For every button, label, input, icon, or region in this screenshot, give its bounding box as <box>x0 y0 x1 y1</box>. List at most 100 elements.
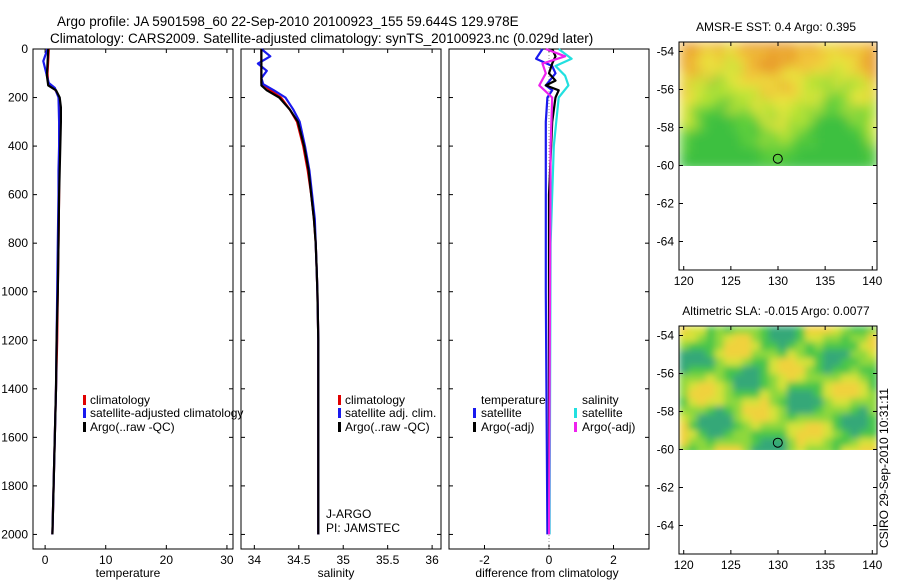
map-cell <box>751 146 761 155</box>
legend-swatch-climatology <box>83 395 86 405</box>
map-cell <box>841 66 851 75</box>
map-cell <box>778 430 788 439</box>
map-cell <box>850 430 860 439</box>
map-cell <box>706 66 716 75</box>
map-cell <box>805 122 815 131</box>
map-cell <box>679 350 689 359</box>
map-cell <box>832 326 842 335</box>
map-cell <box>724 154 734 163</box>
map-cell <box>796 82 806 91</box>
map-cell <box>760 374 770 383</box>
map-cell <box>715 326 725 335</box>
map-cell <box>805 422 815 431</box>
series-line-climatology <box>260 49 320 535</box>
map-cell <box>796 106 806 115</box>
map-cell <box>679 74 689 83</box>
map-cell <box>823 366 833 375</box>
temperature-axes-frame <box>32 48 234 550</box>
map-cell <box>823 122 833 131</box>
map-cell <box>787 154 797 163</box>
map-cell <box>751 430 761 439</box>
map-cell <box>841 74 851 83</box>
legend-label-sal-argo: Argo(-adj) <box>582 420 635 434</box>
map-cell <box>769 98 779 107</box>
map-cell <box>715 406 725 415</box>
map-cell <box>679 366 689 375</box>
map-cell <box>688 414 698 423</box>
map-cell <box>823 82 833 91</box>
map-cell <box>859 162 869 166</box>
map-cell <box>868 350 877 359</box>
y-tick-label: 800 <box>8 236 28 250</box>
map-cell <box>742 446 752 450</box>
map-cell <box>706 162 716 166</box>
map-cell <box>814 414 824 423</box>
map-cell <box>814 138 824 147</box>
map-cell <box>706 342 716 351</box>
map-cell <box>850 422 860 431</box>
map-cell <box>697 334 707 343</box>
map-cell <box>850 162 860 166</box>
map-cell <box>787 366 797 375</box>
map-cell <box>688 326 698 335</box>
y-tick-label: -56 <box>657 83 675 97</box>
map-cell <box>796 374 806 383</box>
map-cell <box>841 106 851 115</box>
map-cell <box>823 350 833 359</box>
map-cell <box>742 146 752 155</box>
map-cell <box>769 146 779 155</box>
map-cell <box>769 130 779 139</box>
map-cell <box>751 66 761 75</box>
map-cell <box>823 106 833 115</box>
map-cell <box>760 358 770 367</box>
map-cell <box>760 430 770 439</box>
salinity-legend: climatology satellite adj. clim. Argo(..… <box>338 393 436 434</box>
map-cell <box>805 398 815 407</box>
map-cell <box>715 430 725 439</box>
map-cell <box>751 382 761 391</box>
map-cell <box>787 430 797 439</box>
map-cell <box>814 162 824 166</box>
map-cell <box>706 406 716 415</box>
map-cell <box>805 154 815 163</box>
map-cell <box>787 66 797 75</box>
map-cell <box>760 42 770 51</box>
map-cell <box>724 406 734 415</box>
map-cell <box>859 138 869 147</box>
map-cell <box>796 122 806 131</box>
map-cell <box>805 130 815 139</box>
map-cell <box>697 406 707 415</box>
map-cell <box>742 138 752 147</box>
temperature-xlabel: temperature <box>96 566 161 580</box>
difference-xlabel: difference from climatology <box>475 566 618 580</box>
map-cell <box>814 390 824 399</box>
map-cell <box>859 430 869 439</box>
map-cell <box>733 446 743 450</box>
map-cell <box>760 114 770 123</box>
map-cell <box>769 446 779 450</box>
map-cell <box>841 58 851 67</box>
map-cell <box>742 366 752 375</box>
map-cell <box>778 90 788 99</box>
map-cell <box>778 382 788 391</box>
map-cell <box>769 74 779 83</box>
map-cell <box>688 334 698 343</box>
map-cell <box>832 374 842 383</box>
legend-swatch-temp-satellite <box>473 408 476 418</box>
map-cell <box>859 106 869 115</box>
map-cell <box>751 82 761 91</box>
map-cell <box>814 98 824 107</box>
x-tick-label: 0 <box>42 553 49 567</box>
map-cell <box>733 398 743 407</box>
map-cell <box>769 66 779 75</box>
map-cell <box>868 374 877 383</box>
series-line-satellite-adj-clim- <box>256 48 320 535</box>
map-cell <box>688 350 698 359</box>
map-cell <box>823 74 833 83</box>
map-cell <box>769 390 779 399</box>
y-tick-label: 1400 <box>1 382 28 396</box>
map-cell <box>733 374 743 383</box>
map-cell <box>850 82 860 91</box>
map-cell <box>778 406 788 415</box>
map-cell <box>697 122 707 131</box>
